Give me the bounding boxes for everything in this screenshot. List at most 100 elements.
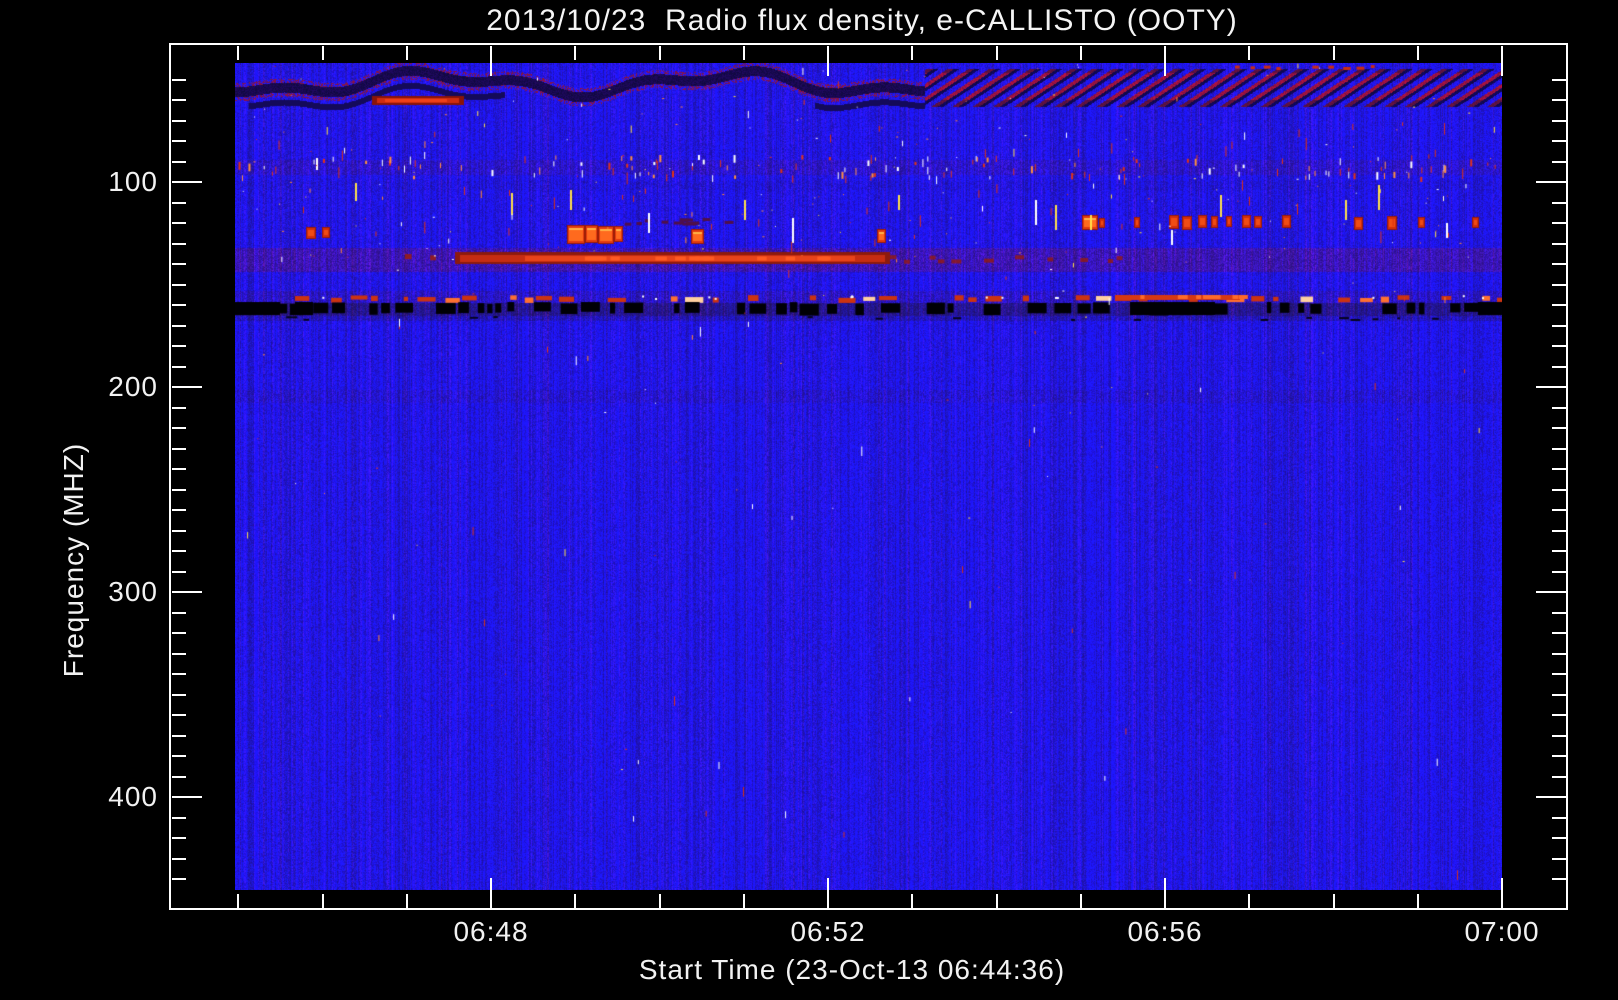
axis-tick — [405, 894, 408, 908]
axis-tick — [172, 263, 186, 265]
axis-tick — [172, 160, 186, 163]
axis-tick — [1552, 878, 1566, 880]
axis-tick — [1536, 386, 1566, 388]
axis-tick — [1164, 878, 1166, 908]
axis-tick — [172, 775, 186, 778]
axis-tick — [172, 447, 186, 450]
axis-tick — [1552, 652, 1566, 655]
axis-tick — [1552, 345, 1566, 347]
axis-tick — [1552, 529, 1566, 532]
axis-tick — [1552, 304, 1566, 306]
plot-frame — [169, 43, 1568, 910]
axis-tick — [172, 652, 186, 655]
x-tick-label: 06:56 — [1127, 916, 1203, 947]
axis-tick — [1552, 140, 1566, 142]
axis-tick — [1416, 46, 1419, 60]
axis-tick — [1552, 570, 1566, 573]
axis-tick — [1552, 119, 1566, 122]
axis-tick — [1079, 46, 1082, 60]
axis-tick — [1552, 160, 1566, 163]
axis-tick — [172, 78, 186, 81]
axis-tick — [172, 427, 186, 429]
axis-tick — [1536, 591, 1566, 593]
axis-tick — [237, 894, 240, 908]
axis-tick — [911, 894, 914, 908]
axis-tick — [172, 529, 186, 532]
axis-tick — [172, 283, 186, 286]
axis-tick — [658, 894, 661, 908]
axis-tick — [172, 734, 186, 737]
axis-tick — [490, 878, 492, 908]
axis-tick — [172, 673, 186, 675]
axis-tick — [237, 46, 240, 60]
axis-tick — [1552, 283, 1566, 286]
axis-tick — [172, 406, 186, 409]
axis-tick — [172, 365, 186, 368]
axis-tick — [1164, 46, 1166, 76]
axis-tick — [1552, 837, 1566, 839]
axis-tick — [1552, 775, 1566, 778]
axis-tick — [1536, 181, 1566, 183]
axis-tick — [1552, 324, 1566, 327]
axis-tick — [321, 46, 324, 60]
y-axis-label: Frequency (MHZ) — [58, 442, 89, 678]
axis-tick — [1552, 78, 1566, 81]
axis-tick — [172, 201, 186, 204]
y-tick-label: 400 — [108, 781, 158, 812]
axis-tick — [172, 304, 186, 306]
axis-tick — [1552, 488, 1566, 491]
axis-tick — [172, 324, 186, 327]
axis-tick — [1552, 201, 1566, 204]
axis-tick — [1332, 894, 1335, 908]
axis-tick — [172, 488, 186, 491]
axis-tick — [172, 693, 186, 696]
y-tick-label: 100 — [108, 166, 158, 197]
axis-tick — [1552, 816, 1566, 819]
axis-tick — [1079, 894, 1082, 908]
axis-tick — [172, 119, 186, 122]
axis-tick — [321, 894, 324, 908]
axis-tick — [1552, 447, 1566, 450]
spectrogram-canvas — [235, 63, 1502, 890]
axis-tick — [827, 878, 829, 908]
axis-tick — [172, 345, 186, 347]
axis-tick — [742, 46, 745, 60]
axis-tick — [1552, 427, 1566, 429]
axis-tick — [1552, 509, 1566, 511]
axis-tick — [490, 46, 492, 76]
axis-tick — [995, 894, 998, 908]
axis-tick — [1552, 755, 1566, 757]
x-tick-label: 06:52 — [790, 916, 866, 947]
axis-tick — [1552, 673, 1566, 675]
axis-tick — [1248, 894, 1251, 908]
axis-tick — [827, 46, 829, 76]
chart-title: 2013/10/23 Radio flux density, e-CALLIST… — [486, 4, 1238, 37]
y-tick-label: 300 — [108, 576, 158, 607]
axis-tick — [172, 242, 186, 245]
axis-tick — [1332, 46, 1335, 60]
axis-tick — [1552, 734, 1566, 737]
axis-tick — [1552, 693, 1566, 696]
x-tick-label: 06:48 — [453, 916, 529, 947]
axis-tick — [172, 816, 186, 819]
axis-tick — [172, 99, 186, 101]
axis-tick — [172, 468, 186, 470]
axis-tick — [172, 632, 186, 634]
axis-tick — [405, 46, 408, 60]
axis-tick — [1552, 406, 1566, 409]
axis-tick — [1552, 632, 1566, 634]
axis-tick — [172, 591, 202, 593]
axis-tick — [172, 222, 186, 224]
axis-tick — [172, 857, 186, 860]
axis-tick — [172, 796, 202, 798]
axis-tick — [1501, 46, 1503, 76]
axis-tick — [172, 140, 186, 142]
axis-tick — [1552, 222, 1566, 224]
axis-tick — [1552, 468, 1566, 470]
axis-tick — [1552, 99, 1566, 101]
y-tick-label: 200 — [108, 371, 158, 402]
axis-tick — [172, 550, 186, 552]
x-tick-label: 07:00 — [1464, 916, 1540, 947]
axis-tick — [995, 46, 998, 60]
